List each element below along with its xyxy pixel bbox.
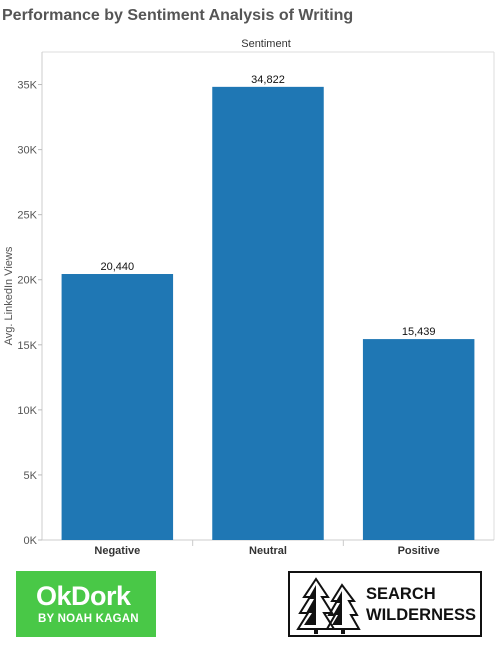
- y-tick-label: 0K: [24, 535, 38, 547]
- search-wilderness-line1: SEARCH: [366, 585, 436, 603]
- y-tick-label: 15K: [17, 340, 37, 352]
- bar-negative: [61, 274, 174, 540]
- search-wilderness-line2: WILDERNESS: [366, 606, 477, 624]
- sentiment-header: Sentiment: [241, 38, 291, 50]
- search-wilderness-logo: SEARCH WILDERNESS: [288, 571, 482, 637]
- y-tick-label: 35K: [17, 80, 37, 92]
- y-tick-label: 20K: [17, 275, 37, 287]
- y-axis-label: Avg. LinkedIn Views: [3, 246, 15, 345]
- y-tick-label: 5K: [24, 470, 38, 482]
- x-tick-label: Positive: [398, 545, 440, 557]
- bar-positive: [362, 339, 475, 540]
- x-tick-label: Neutral: [249, 545, 287, 557]
- bar-chart: Sentiment 0K 5K 10K 15K 20K 25K 30K 35K Avg. Link…: [3, 38, 495, 557]
- bar-value-label: 15,439: [402, 326, 436, 338]
- y-tick-label: 30K: [17, 145, 37, 157]
- okdork-logo-subtext: BY NOAH KAGAN: [38, 613, 139, 625]
- y-tick-label: 25K: [17, 210, 37, 222]
- okdork-logo: OkDork BY NOAH KAGAN: [16, 571, 156, 637]
- chart-title: Performance by Sentiment Analysis of Wri…: [2, 7, 354, 24]
- y-tick-label: 10K: [17, 405, 37, 417]
- okdork-logo-text: OkDork: [36, 581, 131, 611]
- bar-value-label: 34,822: [251, 74, 285, 86]
- bar-neutral: [212, 86, 324, 541]
- pine-trees-icon: [296, 577, 361, 634]
- bar-value-label: 20,440: [101, 261, 135, 273]
- x-tick-label: Negative: [94, 545, 140, 557]
